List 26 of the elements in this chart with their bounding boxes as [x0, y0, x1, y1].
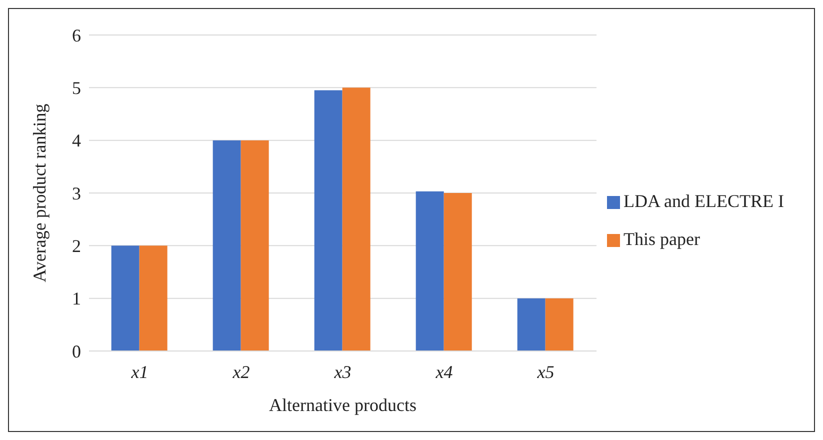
x-tick-label: x2	[232, 362, 250, 382]
bar	[240, 140, 269, 351]
y-tick-label: 6	[72, 25, 81, 46]
x-tick-label: x1	[130, 362, 148, 382]
x-axis-title: Alternative products	[269, 395, 416, 415]
legend-label: This paper	[624, 229, 700, 249]
bar	[212, 140, 241, 351]
bar	[545, 298, 574, 351]
y-tick-label: 3	[72, 183, 81, 204]
x-tick-label: x4	[434, 362, 453, 382]
bar	[111, 246, 140, 351]
y-tick-label: 4	[72, 130, 81, 151]
y-tick-label: 5	[72, 78, 81, 98]
y-tick-label: 0	[72, 341, 81, 362]
y-axis-title: Average product ranking	[29, 104, 50, 282]
bar	[444, 193, 472, 351]
x-tick-label: x3	[333, 362, 352, 382]
legend-label: LDA and ELECTRE I	[624, 191, 784, 211]
y-tick-label: 2	[72, 236, 81, 256]
x-tick-label: x5	[536, 362, 554, 382]
y-tick-label: 1	[72, 288, 81, 309]
bar	[314, 90, 342, 351]
bar	[416, 191, 444, 351]
bar	[139, 246, 168, 351]
bar	[342, 88, 370, 351]
bar	[517, 298, 546, 351]
